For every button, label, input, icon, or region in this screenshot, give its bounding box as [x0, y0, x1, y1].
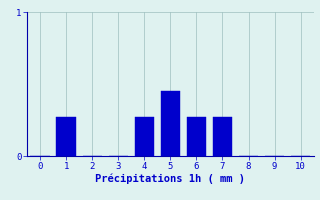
Bar [57, 117, 76, 156]
Bar [135, 117, 154, 156]
Bar [161, 91, 180, 156]
Bar [187, 117, 206, 156]
Bar [213, 117, 232, 156]
X-axis label: Précipitations 1h ( mm ): Précipitations 1h ( mm ) [95, 173, 245, 184]
